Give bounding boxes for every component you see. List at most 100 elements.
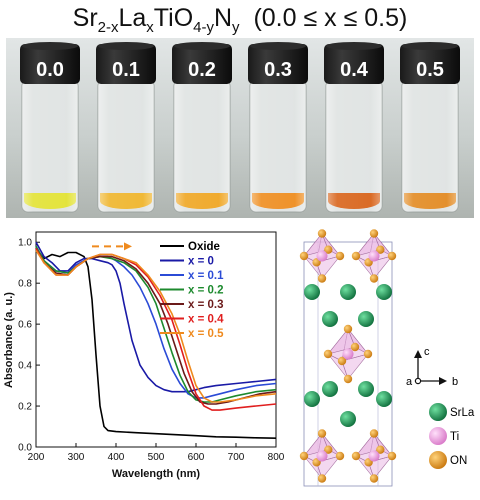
vial-glass-highlight (98, 80, 154, 212)
on-atom (369, 429, 379, 438)
series-line-6 (35, 249, 277, 403)
figure-title: Sr2-xLaxTiO4-yNy (0.0 ≤ x ≤ 0.5) (72, 4, 408, 36)
vial-glass-highlight (174, 80, 230, 212)
vial-cap (20, 44, 80, 84)
vial-cap (324, 44, 384, 84)
vial-cap-top (22, 42, 78, 50)
vial-4: 0.4 (324, 42, 384, 213)
absorbance-chart: 200 300 400 500 600 700 8000.00.20.40.60.81.0 … (3, 231, 285, 480)
tio6-octahedron (355, 232, 393, 280)
srla-atom (304, 391, 320, 407)
ti-legend-swatch (429, 427, 447, 445)
plot-frame (35, 231, 277, 448)
series-line-2 (35, 245, 277, 399)
ti-legend-label: Ti (450, 431, 459, 443)
series-line-1 (35, 241, 277, 393)
x-tick-label: 600 (188, 452, 205, 463)
on-atom (343, 324, 353, 334)
octahedron-face (373, 233, 393, 257)
on-legend-swatch (429, 451, 447, 469)
on-atom (376, 245, 385, 254)
crystal-structure: c a b SrLa Ti ON (299, 229, 475, 487)
vial-glass-highlight (250, 80, 306, 212)
vial-cap (96, 44, 156, 84)
on-atom (324, 245, 333, 254)
series-line-0 (35, 247, 277, 439)
x-tick-label: 700 (228, 452, 245, 463)
vial-3: 0.3 (248, 42, 308, 213)
b-axis-arrowhead (439, 377, 447, 385)
vial-cap (248, 44, 308, 84)
legend-label-3: x = 0.2 (188, 285, 224, 297)
vial-label: 0.4 (340, 59, 369, 81)
octahedron-face (321, 233, 341, 257)
on-atom (324, 445, 333, 454)
b-axis-label: b (452, 376, 458, 388)
srla-atom (340, 284, 356, 300)
vial-cap-top (98, 42, 154, 50)
x-tick-label: 500 (148, 452, 165, 463)
axis-indicator: c a b (406, 346, 458, 388)
c-axis-label: c (424, 346, 430, 358)
srla-atom (376, 284, 392, 300)
srla-atom (304, 284, 320, 300)
legend-label-1: x = 0 (188, 256, 214, 268)
on-atom (369, 229, 379, 238)
y-tick-label: 0.6 (18, 320, 32, 331)
octahedron-face (316, 255, 341, 280)
vial-label: 0.2 (188, 59, 216, 81)
vials-photo: 0.0 0.1 0.2 0.3 0.4 0.5 (6, 38, 474, 218)
x-tick-label: 400 (108, 452, 125, 463)
vial-2: 0.2 (172, 42, 232, 213)
on-atom (351, 451, 361, 461)
vial-glass-highlight (402, 80, 458, 212)
vial-cap (172, 44, 232, 84)
srla-legend-label: SrLa (450, 407, 475, 419)
srla-atom (340, 411, 356, 427)
ti-atom (316, 450, 328, 462)
octahedron-face (316, 455, 341, 480)
vial-5: 0.5 (400, 42, 460, 213)
y-tick-label: 0.4 (18, 361, 32, 372)
on-atom (350, 342, 360, 352)
vial-label: 0.1 (112, 59, 140, 81)
on-atom (369, 474, 379, 483)
photo-background (6, 38, 474, 218)
x-tick-label: 800 (268, 452, 285, 463)
x-tick-label: 200 (28, 452, 45, 463)
vial-label: 0.5 (416, 59, 444, 81)
srla-atom (376, 391, 392, 407)
legend-label-5: x = 0.4 (188, 314, 224, 326)
on-atom (387, 451, 397, 461)
on-atom (387, 251, 397, 261)
y-tick-label: 0.0 (18, 443, 32, 454)
y-axis-label: Absorbance (a. u.) (3, 292, 15, 388)
y-tick-label: 1.0 (18, 238, 32, 249)
legend-label-4: x = 0.3 (188, 299, 224, 311)
srla-atom (322, 381, 338, 397)
octahedron-face (368, 255, 393, 280)
vial-label: 0.0 (36, 59, 64, 81)
on-atom (363, 349, 373, 359)
atom-legend: SrLa Ti ON (429, 403, 475, 469)
ti-atom (342, 348, 354, 360)
octahedron-face (347, 328, 369, 355)
on-atom (317, 429, 327, 438)
legend-label-0: Oxide (188, 241, 220, 253)
srla-atom (322, 311, 338, 327)
y-tick-label: 0.2 (18, 402, 32, 413)
on-atom (343, 374, 353, 384)
on-atom (317, 229, 327, 238)
on-atom (335, 251, 345, 261)
x-tick-label: 300 (68, 452, 85, 463)
octahedron-face (373, 433, 393, 457)
legend-label-2: x = 0.1 (188, 270, 224, 282)
a-axis-dot (414, 377, 422, 385)
y-tick-label: 0.8 (18, 279, 32, 290)
tio6-octahedron (303, 232, 341, 280)
a-axis-label: a (406, 376, 413, 388)
vial-label: 0.3 (264, 59, 292, 81)
on-atom (317, 274, 327, 283)
c-axis-arrowhead (414, 350, 422, 358)
octahedron-face (321, 433, 341, 457)
